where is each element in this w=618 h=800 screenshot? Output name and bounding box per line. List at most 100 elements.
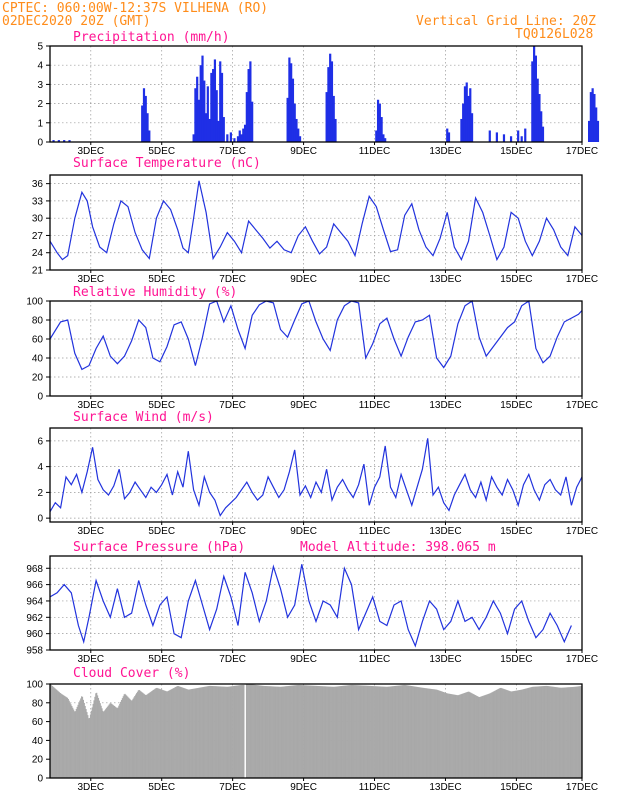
cloud-cover-column — [127, 696, 129, 778]
cloud-cover-column — [488, 693, 491, 778]
cloud-cover-column — [98, 700, 100, 778]
cloud-cover-column — [108, 704, 110, 778]
precip-bar — [380, 117, 383, 142]
cloud-cover-column — [551, 686, 554, 778]
cloud-cover-column — [221, 686, 223, 778]
pressure-title: Surface Pressure (hPa) — [73, 540, 245, 555]
model-altitude-note: Model Altitude: 398.065 m — [300, 540, 496, 555]
y-tick-label: 60 — [32, 717, 44, 728]
cloud-cover-column — [559, 687, 562, 778]
precip-bar — [247, 69, 250, 142]
precip-bar — [141, 105, 144, 142]
cloud-cover-column — [490, 692, 492, 778]
cloud-cover-column — [350, 684, 352, 778]
x-tick-label: 9DEC — [290, 146, 317, 157]
cloud-cover-column — [182, 687, 184, 778]
cloud-cover-column — [455, 694, 457, 778]
cloud-cover-column — [472, 693, 474, 778]
cloud-cover-column — [307, 685, 309, 778]
cloud-cover-column — [512, 691, 515, 778]
precip-bar — [220, 72, 224, 142]
cloud-cover-column — [261, 685, 264, 778]
cloud-cover-column — [517, 690, 519, 778]
cloud-cover-column — [219, 686, 221, 778]
cloud-cover-column — [246, 684, 249, 778]
cloud-cover-column — [101, 708, 103, 778]
cloud-cover-column — [68, 700, 70, 778]
wind-panel: Surface Wind (m/s) 0 2 4 6 3DEC 5DEC 7DEC 9DEC 1… — [37, 410, 598, 537]
y-tick-label: 962 — [26, 613, 43, 624]
cloud-cover-column — [525, 688, 527, 778]
cloud-cover-column — [128, 697, 130, 778]
cloud-cover-column — [475, 695, 477, 778]
y-tick-label: 2 — [37, 99, 43, 110]
series-line — [49, 564, 572, 648]
cloud-cover-column — [379, 686, 382, 778]
cloud-cover-column — [433, 689, 436, 778]
precip-bar — [52, 140, 55, 142]
cloud-cover-column — [332, 686, 335, 778]
cloud-cover-column — [245, 684, 248, 778]
cloud-cover-column — [445, 692, 447, 778]
cloud-cover-column — [337, 686, 339, 778]
cloud-cover-column — [358, 685, 360, 778]
cloud-cover-column — [171, 688, 173, 778]
cloud-cover-column — [463, 693, 465, 778]
precip-bar — [589, 92, 592, 142]
cloud-cover-title: Cloud Cover (%) — [73, 666, 190, 681]
cloud-cover-column — [300, 685, 302, 778]
cloud-cover-column — [183, 688, 186, 778]
cloud-cover-column — [574, 686, 577, 778]
cloud-cover-column — [546, 685, 548, 778]
cloud-cover-column — [225, 686, 227, 778]
cloud-cover-column — [248, 684, 250, 778]
precip-bar — [142, 88, 146, 142]
cloud-cover-column — [378, 686, 381, 778]
cloud-cover-column — [175, 687, 177, 778]
cloud-cover-column — [545, 685, 547, 778]
precip-bar — [462, 103, 465, 142]
cloud-cover-column — [202, 687, 204, 778]
cloud-cover-column — [416, 686, 418, 778]
y-tick-label: 30 — [32, 214, 44, 225]
cloud-cover-column — [186, 689, 188, 778]
cloud-cover-column — [136, 693, 138, 778]
cloud-cover-column — [81, 696, 83, 778]
precip-bar — [595, 107, 598, 142]
cloud-cover-column — [251, 684, 253, 778]
cloud-cover-column — [515, 690, 517, 778]
cloud-cover-column — [164, 690, 166, 778]
precip-bar — [146, 113, 149, 142]
cloud-cover-column — [270, 686, 272, 778]
y-tick-label: 4 — [37, 61, 43, 72]
cloud-cover-column — [486, 694, 488, 778]
precip-bar — [194, 88, 197, 142]
precip-bar — [286, 97, 289, 142]
cloud-cover-column — [140, 691, 142, 778]
precip-bar — [219, 61, 222, 142]
cloud-cover-column — [433, 689, 435, 778]
cloud-cover-column — [429, 688, 431, 778]
cloud-cover-column — [284, 686, 287, 778]
cloud-cover-column — [524, 688, 526, 778]
cloud-cover-column — [269, 686, 271, 778]
x-tick-label: 11DEC — [359, 526, 391, 537]
cloud-cover-column — [104, 710, 106, 778]
cloud-cover-column — [224, 686, 226, 778]
cloud-cover-column — [574, 686, 576, 778]
x-tick-label: 5DEC — [148, 526, 175, 537]
cloud-cover-column — [352, 685, 354, 778]
cloud-cover-column — [497, 688, 499, 778]
cloud-cover-column — [89, 714, 92, 778]
y-tick-label: 0 — [37, 138, 43, 149]
y-tick-label: 21 — [32, 266, 44, 277]
cloud-cover-column — [331, 686, 333, 778]
cloud-cover-column — [93, 700, 95, 778]
cloud-cover-column — [346, 685, 348, 778]
cloud-cover-column — [220, 686, 222, 778]
x-tick-label: 17DEC — [566, 782, 598, 793]
cloud-cover-column — [558, 687, 561, 778]
cloud-cover-column — [241, 684, 243, 778]
y-tick-label: 1 — [37, 118, 43, 129]
cloud-cover-column — [472, 694, 475, 778]
